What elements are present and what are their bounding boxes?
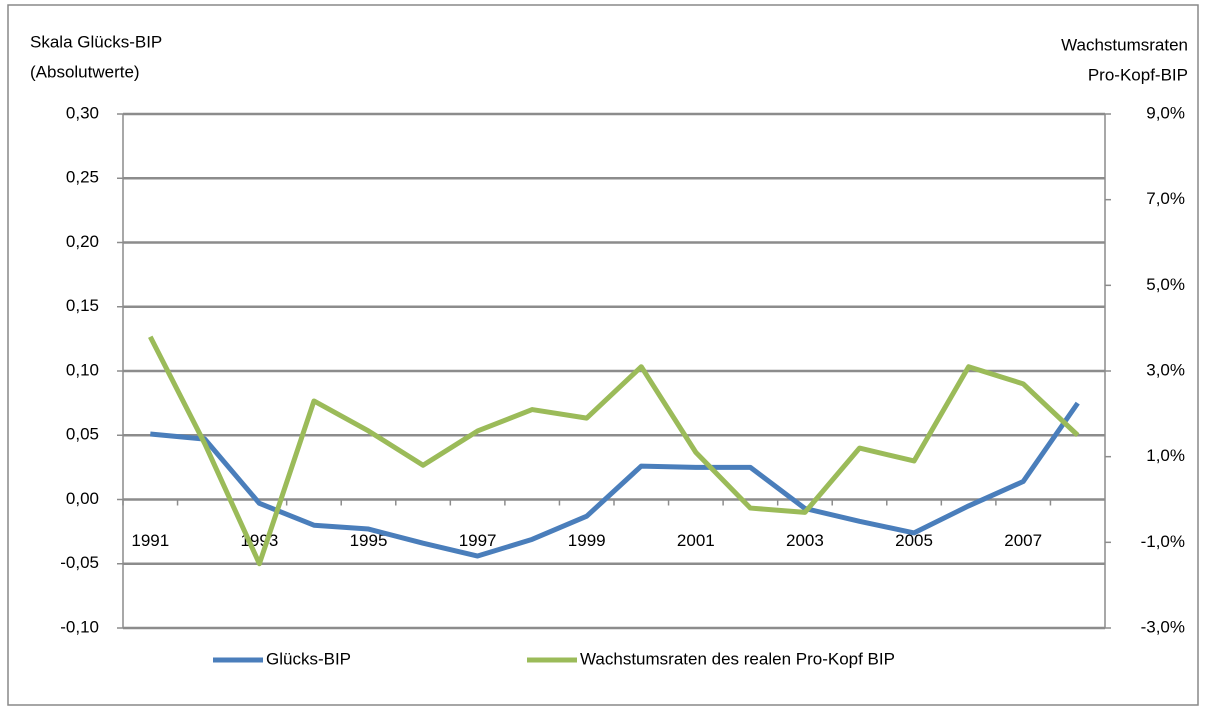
y2-tick-label: 5,0%: [1146, 275, 1185, 294]
series-line: [150, 401, 1080, 559]
legend-label: Wachstumsraten des realen Pro-Kopf BIP: [580, 649, 895, 668]
x-tick-label: 1997: [459, 531, 497, 550]
y2-axis-title: Pro-Kopf-BIP: [1088, 65, 1188, 84]
y-axis-title: (Absolutwerte): [30, 62, 140, 81]
y-axis-title: Skala Glücks-BIP: [30, 32, 162, 51]
y-tick-label: 0,25: [66, 168, 99, 187]
y-tick-label: 0,10: [66, 360, 99, 379]
y-tick-label: 0,30: [66, 103, 99, 122]
x-tick-label: 2001: [677, 531, 715, 550]
x-tick-label: 1999: [568, 531, 606, 550]
y-tick-label: -0,05: [60, 553, 99, 572]
y2-axis-title: Wachstumsraten: [1061, 35, 1188, 54]
y-tick-label: 0,20: [66, 232, 99, 251]
y-tick-label: -0,10: [60, 617, 99, 636]
y2-tick-label: -3,0%: [1141, 617, 1185, 636]
y-tick-label: 0,00: [66, 489, 99, 508]
x-tick-label: 2003: [786, 531, 824, 550]
y2-tick-label: 1,0%: [1146, 446, 1185, 465]
y-tick-label: 0,05: [66, 425, 99, 444]
y2-tick-label: 9,0%: [1146, 103, 1185, 122]
y2-tick-label: 7,0%: [1146, 189, 1185, 208]
x-tick-label: 1995: [350, 531, 388, 550]
chart-frame: [7, 4, 1199, 706]
x-tick-label: 1991: [131, 531, 169, 550]
y2-tick-label: -1,0%: [1141, 532, 1185, 551]
y-tick-label: 0,15: [66, 296, 99, 315]
series-line: [148, 335, 1080, 567]
x-tick-label: 2005: [895, 531, 933, 550]
y2-tick-label: 3,0%: [1146, 360, 1185, 379]
legend-label: Glücks-BIP: [266, 649, 351, 668]
x-tick-label: 2007: [1004, 531, 1042, 550]
